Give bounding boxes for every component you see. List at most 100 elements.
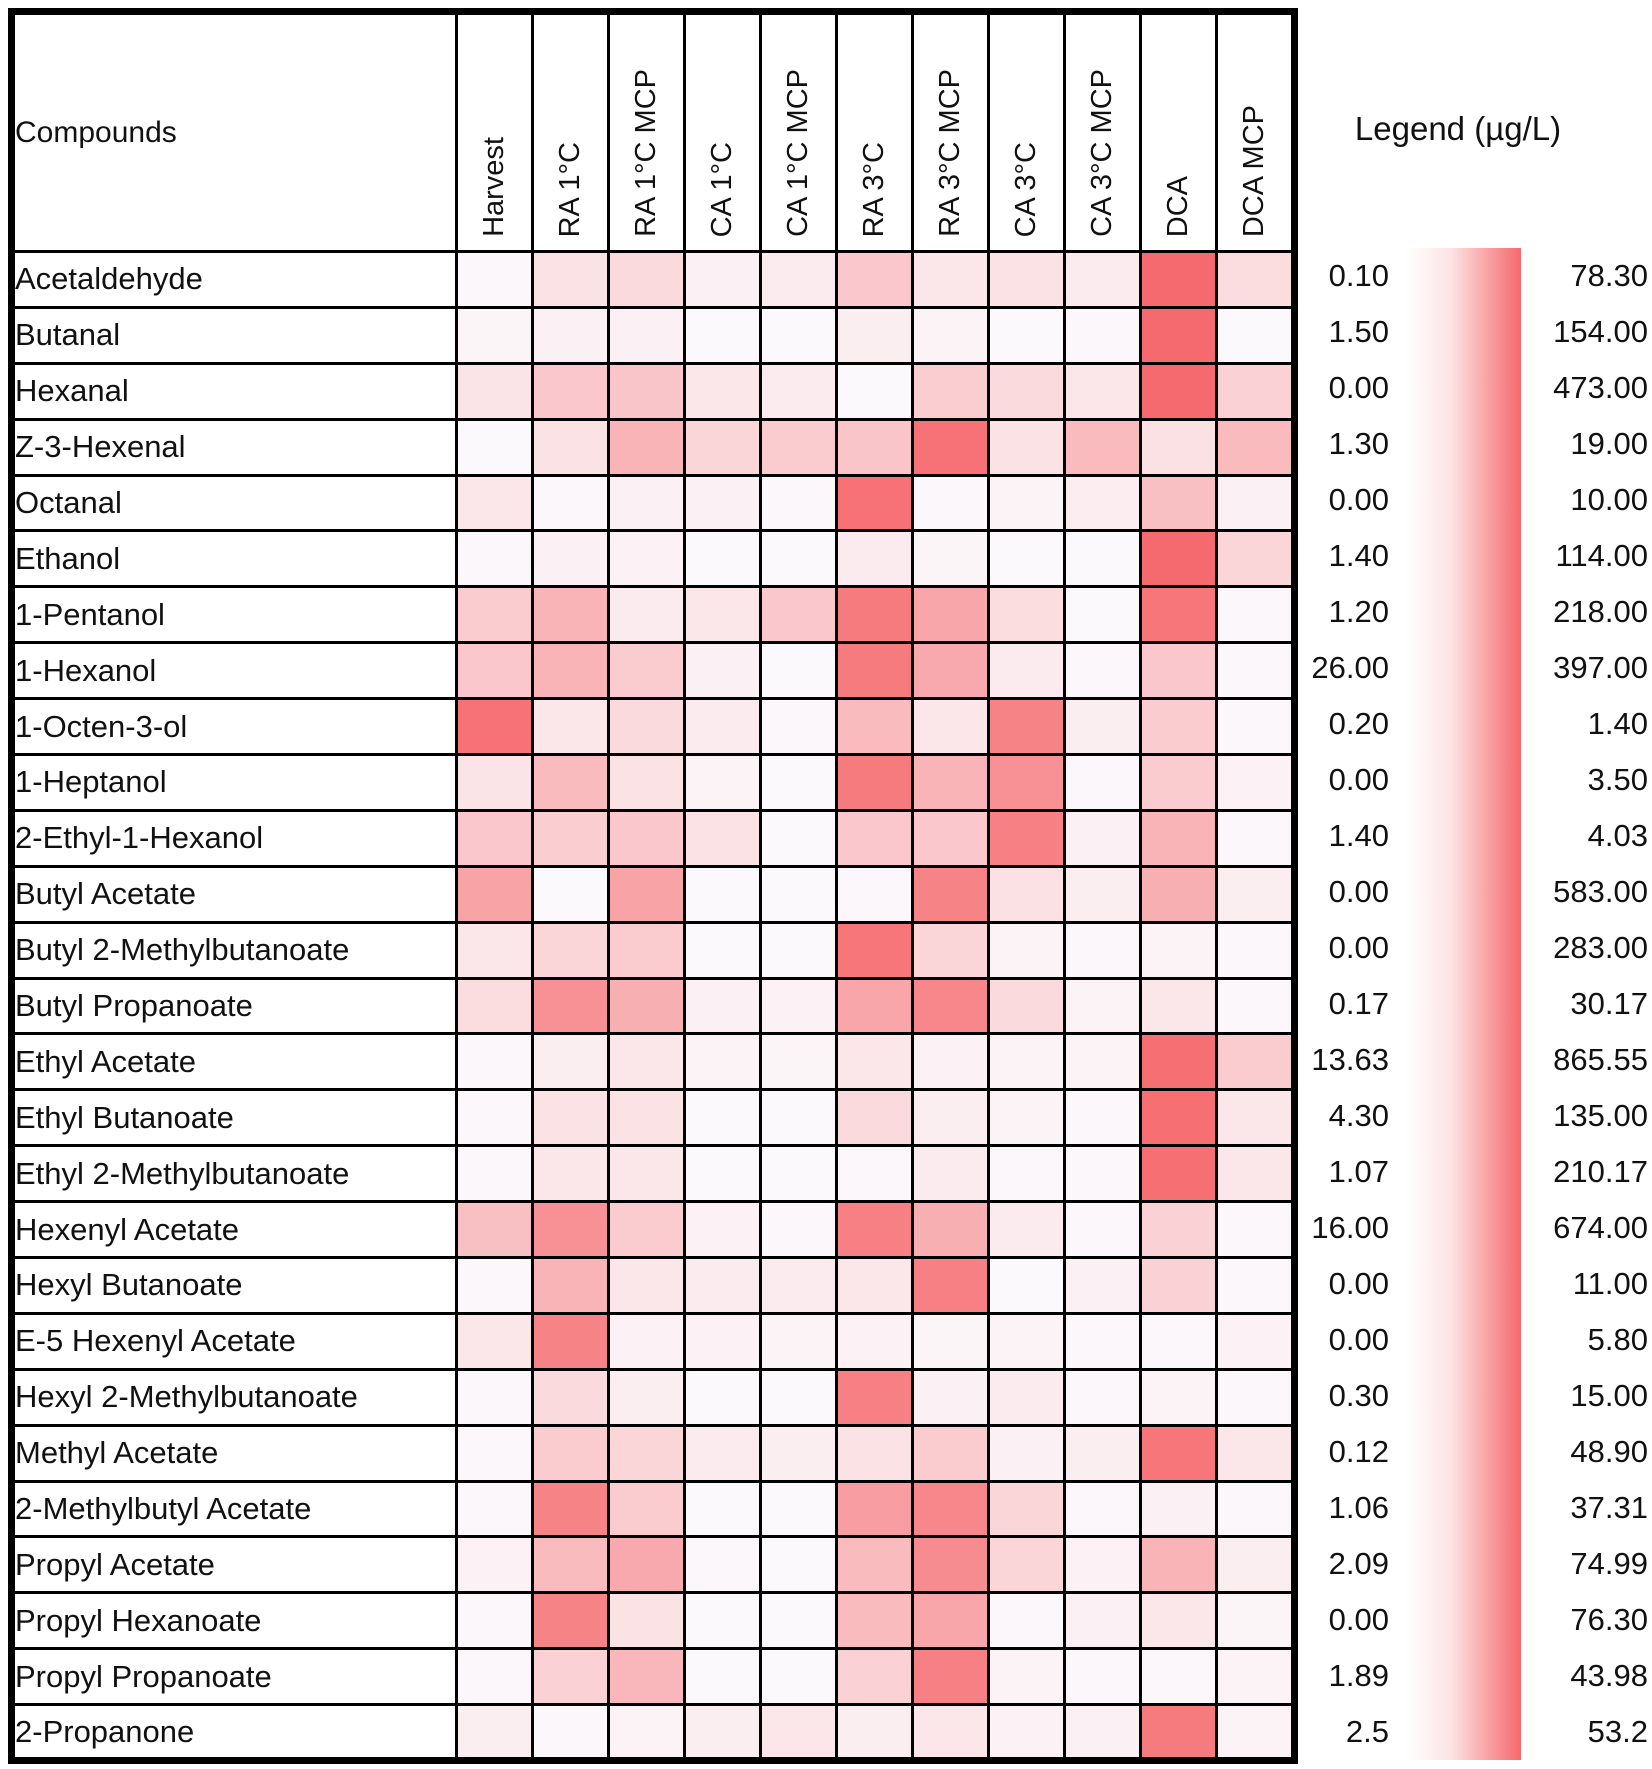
legend-max-value: 19.00	[1570, 426, 1648, 461]
heatmap-cell	[683, 305, 762, 365]
heatmap-cell	[1139, 1591, 1218, 1651]
legend-max-value: 43.98	[1570, 1658, 1648, 1693]
heatmap-cell	[683, 250, 762, 309]
heatmap-cell	[835, 361, 914, 421]
heatmap-cell	[1215, 864, 1296, 924]
heatmap-cell	[911, 417, 990, 477]
heatmap-cell	[683, 808, 762, 868]
heatmap-cell	[835, 1703, 914, 1763]
table-row: Ethanol	[10, 529, 1296, 589]
legend-gradient-bar	[1393, 248, 1521, 1760]
compound-label: 2-Propanone	[10, 1703, 458, 1763]
heatmap-cell	[759, 417, 838, 477]
heatmap-cell	[987, 529, 1066, 589]
table-row: Z-3-Hexenal	[10, 417, 1296, 477]
heatmap-cell	[1063, 1144, 1142, 1204]
heatmap-cell	[1063, 1703, 1142, 1763]
heatmap-cell	[607, 1144, 686, 1204]
compound-heatmap-table: Compounds Harvest RA 1°C RA 1°C MCP CA 1°C C…	[8, 8, 1298, 1765]
heatmap-cell	[1063, 1367, 1142, 1427]
heatmap-cell	[1063, 1647, 1142, 1707]
table-row: Butanal	[10, 305, 1296, 365]
legend-max-value: 210.17	[1553, 1154, 1648, 1189]
legend-max-value: 154.00	[1553, 314, 1648, 349]
heatmap-cell	[531, 473, 610, 533]
legend-max-value: 53.2	[1587, 1714, 1648, 1749]
heatmap-cell	[455, 920, 534, 980]
heatmap-cell	[607, 1423, 686, 1483]
heatmap-cell	[607, 305, 686, 365]
heatmap-cell	[531, 529, 610, 589]
legend-min-value: 26.00	[1311, 650, 1389, 685]
heatmap-cell	[911, 1088, 990, 1148]
heatmap-cell	[911, 1423, 990, 1483]
legend-row: 1.89 43.98	[1266, 1648, 1650, 1704]
legend-max-value: 15.00	[1570, 1378, 1648, 1413]
heatmap-cell	[455, 1256, 534, 1315]
heatmap-cell	[607, 1479, 686, 1539]
heatmap-cell	[683, 1423, 762, 1483]
heatmap-cell	[607, 1647, 686, 1707]
heatmap-cell	[683, 1200, 762, 1260]
heatmap-cell	[531, 697, 610, 757]
compound-label: Hexyl Butanoate	[10, 1256, 458, 1315]
legend-row: 0.30 15.00	[1266, 1368, 1650, 1424]
heatmap-cell	[911, 753, 990, 812]
heatmap-cell	[987, 585, 1066, 645]
legend-max-value: 218.00	[1553, 594, 1648, 629]
heatmap-body: Acetaldehyde Butanal Hexanal Z-3-Hexenal Oct…	[10, 250, 1296, 1763]
compound-label: Propyl Propanoate	[10, 1647, 458, 1707]
heatmap-cell	[455, 361, 534, 421]
legend-row: 1.40 114.00	[1266, 528, 1650, 584]
heatmap-cell	[1139, 361, 1218, 421]
heatmap-cell	[759, 1423, 838, 1483]
heatmap-cell	[835, 417, 914, 477]
legend-row: 1.07 210.17	[1266, 1144, 1650, 1200]
legend-max-value: 397.00	[1553, 650, 1648, 685]
heatmap-cell	[531, 864, 610, 924]
heatmap-cell	[1139, 1311, 1218, 1371]
heatmap-cell	[683, 864, 762, 924]
compound-label: Butyl Acetate	[10, 864, 458, 924]
heatmap-cell	[835, 1423, 914, 1483]
heatmap-cell	[1139, 1479, 1218, 1539]
heatmap-cell	[911, 1479, 990, 1539]
heatmap-cell	[1139, 529, 1218, 589]
legend-row: 2.09 74.99	[1266, 1536, 1650, 1592]
heatmap-cell	[531, 920, 610, 980]
legend-max-value: 1.40	[1587, 706, 1648, 741]
heatmap-cell	[1063, 753, 1142, 812]
heatmap-cell	[683, 976, 762, 1036]
table-row: Butyl Propanoate	[10, 976, 1296, 1036]
heatmap-cell	[455, 1703, 534, 1763]
heatmap-cell	[1139, 753, 1218, 812]
heatmap-cell	[531, 1032, 610, 1092]
heatmap-cell	[759, 1256, 838, 1315]
heatmap-cell	[911, 1367, 990, 1427]
heatmap-cell	[911, 529, 990, 589]
heatmap-cell	[911, 473, 990, 533]
heatmap-cell	[987, 697, 1066, 757]
heatmap-cell	[455, 1535, 534, 1595]
heatmap-cell	[759, 641, 838, 701]
heatmap-cell	[683, 585, 762, 645]
header-row: Compounds Harvest RA 1°C RA 1°C MCP CA 1°C C…	[10, 10, 1296, 253]
compound-label: 1-Octen-3-ol	[10, 697, 458, 757]
heatmap-cell	[1215, 1311, 1296, 1371]
heatmap-cell	[835, 1200, 914, 1260]
heatmap-cell	[911, 250, 990, 309]
table-row: Ethyl Butanoate	[10, 1088, 1296, 1148]
legend-row: 4.30 135.00	[1266, 1088, 1650, 1144]
heatmap-cell	[683, 1311, 762, 1371]
heatmap-cell	[1139, 1256, 1218, 1315]
table-row: 1-Hexanol	[10, 641, 1296, 701]
heatmap-cell	[987, 920, 1066, 980]
heatmap-cell	[1139, 864, 1218, 924]
heatmap-cell	[531, 1256, 610, 1315]
heatmap-cell	[911, 1144, 990, 1204]
heatmap-cell	[1139, 250, 1218, 309]
heatmap-cell	[683, 1591, 762, 1651]
heatmap-cell	[1215, 361, 1296, 421]
heatmap-cell	[759, 1647, 838, 1707]
heatmap-cell	[1063, 1200, 1142, 1260]
